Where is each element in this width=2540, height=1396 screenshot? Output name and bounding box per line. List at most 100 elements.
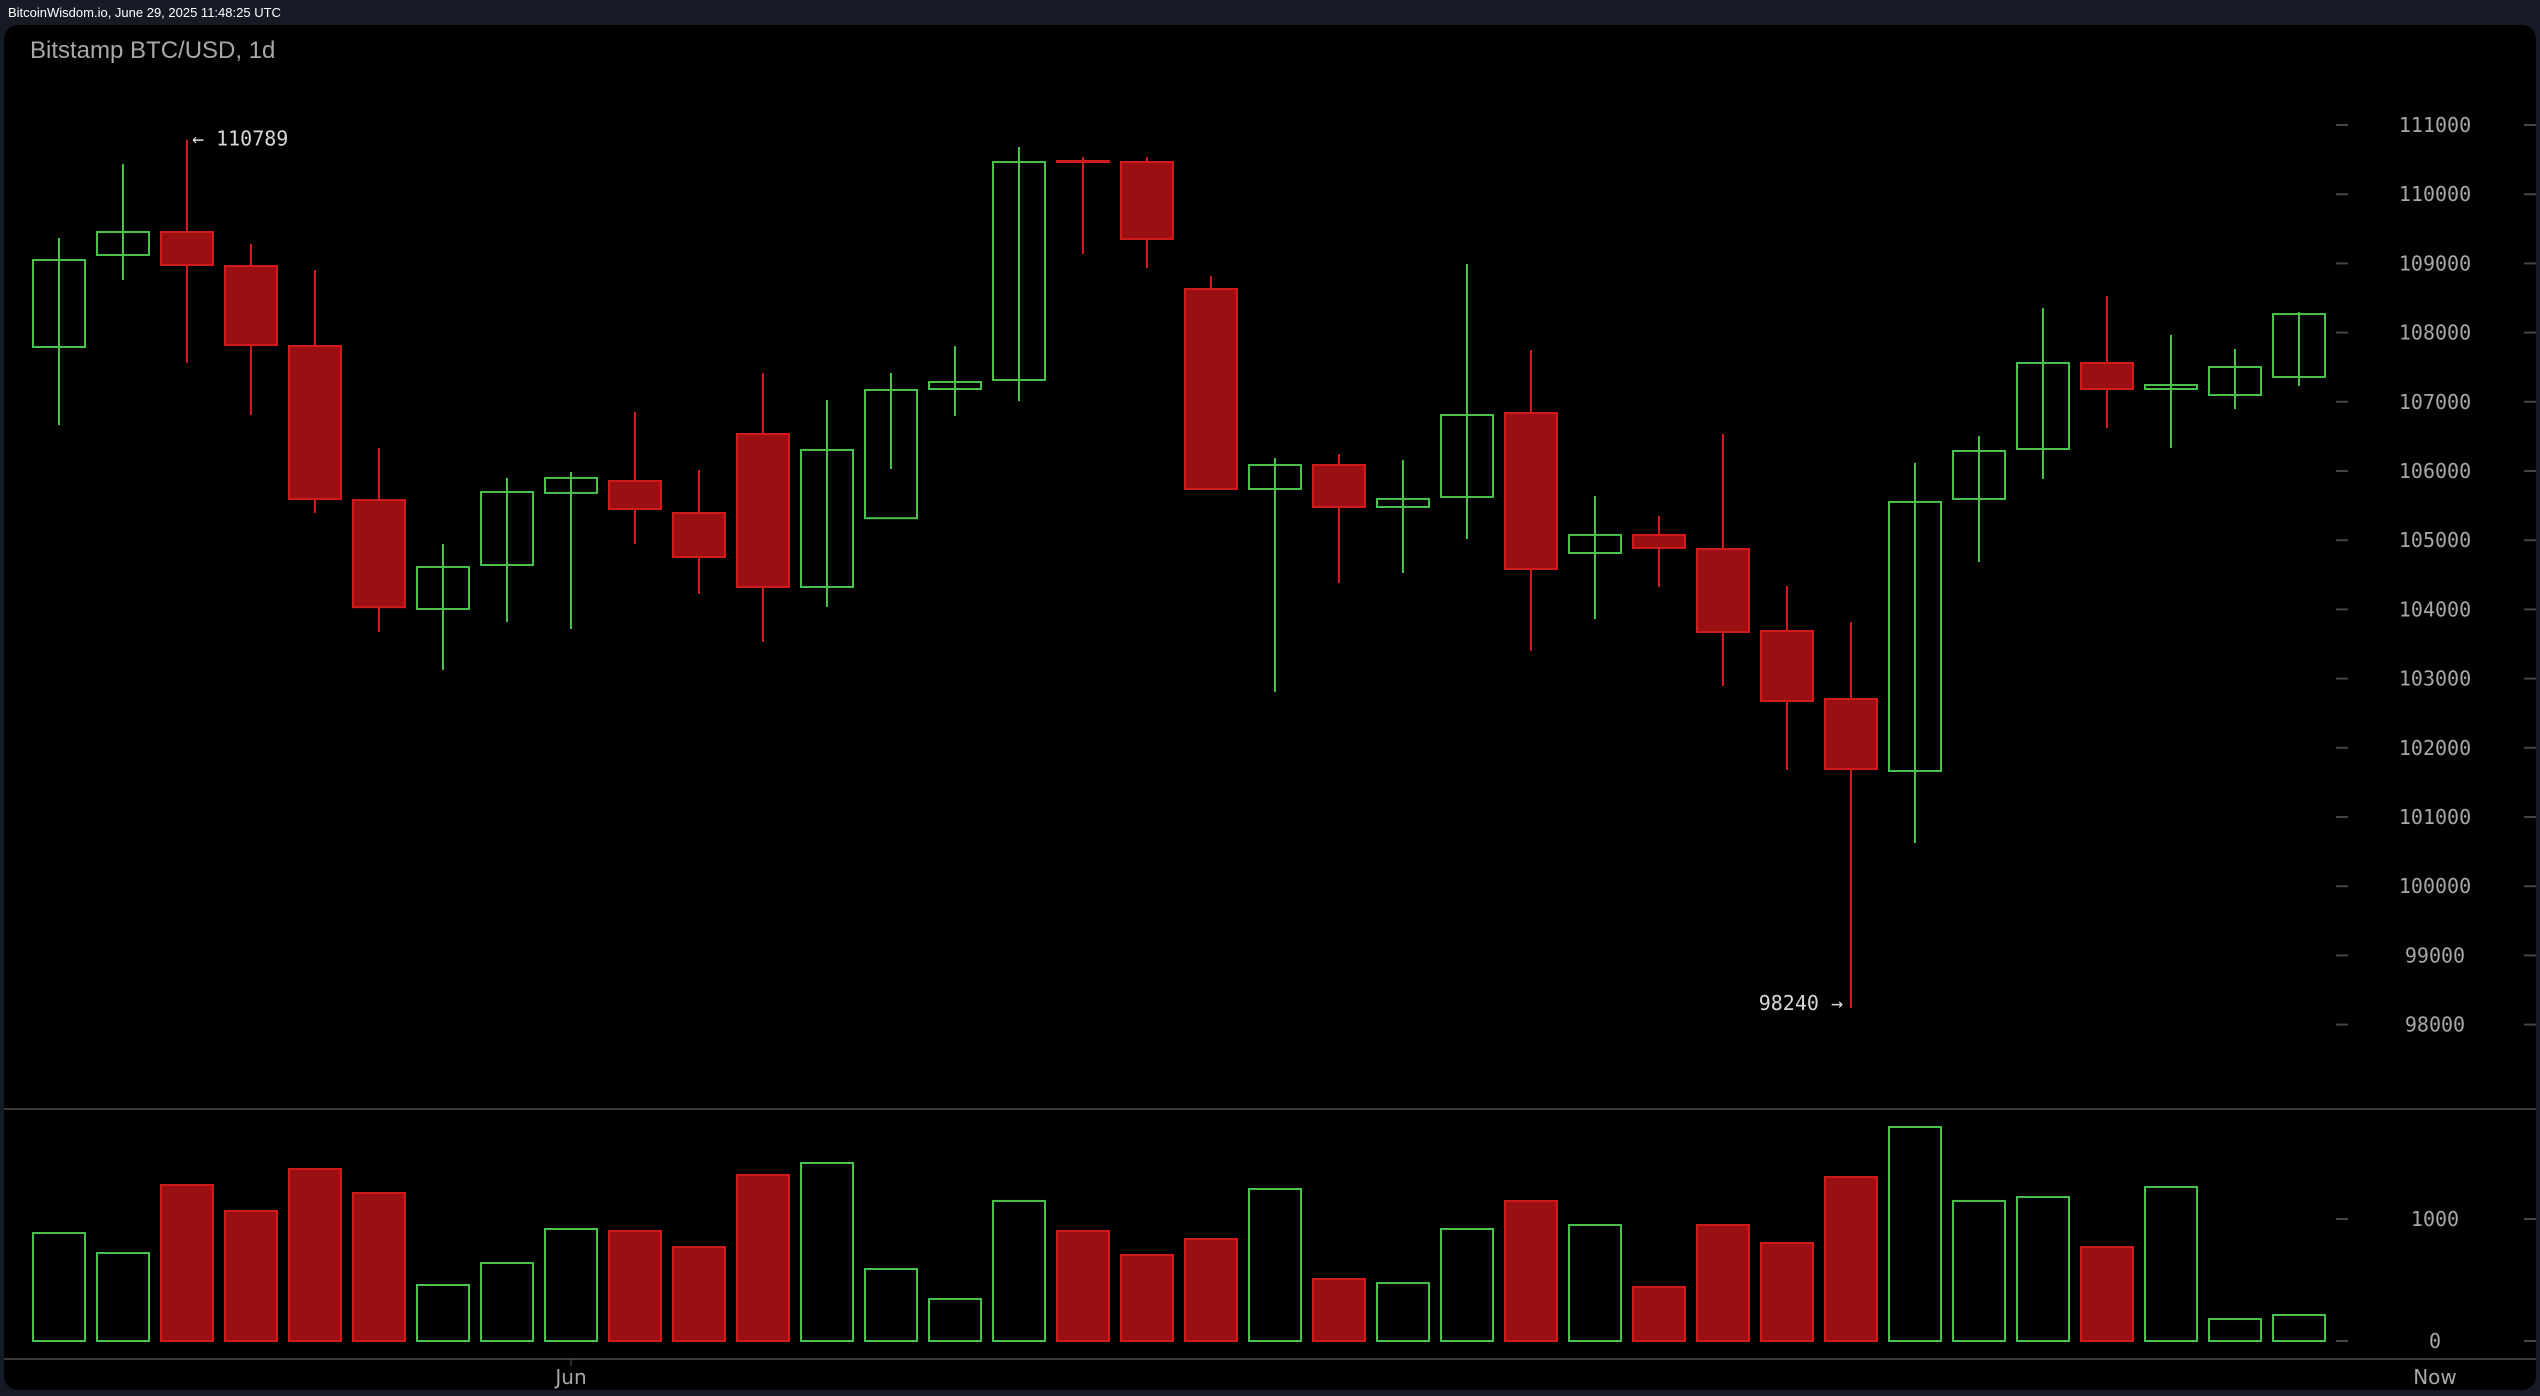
price-tick-label: 109000 <box>2399 251 2471 275</box>
candle-down[interactable] <box>352 447 406 633</box>
volume-bar-down[interactable] <box>736 1173 790 1343</box>
volume-bar-up[interactable] <box>1568 1223 1622 1343</box>
volume-bar-up[interactable] <box>2016 1196 2070 1343</box>
candle-up[interactable] <box>992 147 1046 401</box>
candle-up[interactable] <box>416 543 470 671</box>
volume-bar-down[interactable] <box>1120 1253 1174 1342</box>
candle-down[interactable] <box>1312 453 1366 583</box>
volume-bar-down[interactable] <box>1696 1223 1750 1343</box>
candle-down[interactable] <box>1824 622 1878 1008</box>
volume-bar-up[interactable] <box>1952 1199 2006 1342</box>
candle-body <box>1760 629 1814 703</box>
volume-bar-down[interactable] <box>1504 1199 1558 1342</box>
candle-down[interactable] <box>1184 276 1238 490</box>
candle-body <box>864 388 918 520</box>
volume-bar-up[interactable] <box>32 1232 86 1343</box>
volume-bar-down[interactable] <box>1184 1238 1238 1343</box>
volume-bar-up[interactable] <box>2144 1186 2198 1343</box>
volume-bar-down[interactable] <box>160 1183 214 1343</box>
volume-bar-down[interactable] <box>288 1167 342 1342</box>
volume-bar-down[interactable] <box>608 1229 662 1343</box>
candle-down[interactable] <box>160 139 214 363</box>
candle-down[interactable] <box>1120 156 1174 268</box>
volume-bar-up[interactable] <box>1248 1187 1302 1343</box>
candle-up[interactable] <box>2144 335 2198 448</box>
volume-tick-label: 1000 <box>2411 1207 2459 1231</box>
volume-bar-up[interactable] <box>864 1268 918 1343</box>
candle-body <box>1120 161 1174 240</box>
volume-bar-down[interactable] <box>1760 1242 1814 1343</box>
candle-down[interactable] <box>288 269 342 514</box>
volume-bar-down[interactable] <box>1312 1278 1366 1343</box>
chart-panel: 111000 110000 109000 108000 107000 106000 1050… <box>4 25 2536 1390</box>
price-tick-label: 111000 <box>2399 113 2471 137</box>
price-tick-label: 104000 <box>2399 597 2471 621</box>
candle-up[interactable] <box>1568 496 1622 620</box>
candle-up[interactable] <box>96 164 150 281</box>
volume-bar-down[interactable] <box>672 1246 726 1343</box>
candle-body <box>800 448 854 588</box>
high-annotation: ← 110789 <box>192 127 288 151</box>
candle-body <box>96 230 150 257</box>
candle-body <box>1504 412 1558 570</box>
volume-bar-up[interactable] <box>1888 1126 1942 1342</box>
volume-bar-down[interactable] <box>1632 1285 1686 1342</box>
candle-body <box>928 381 982 390</box>
candle-up[interactable] <box>1248 457 1302 693</box>
candle-down[interactable] <box>1696 433 1750 687</box>
candle-down[interactable] <box>224 244 278 416</box>
candle-body <box>608 479 662 510</box>
volume-bar-up[interactable] <box>96 1252 150 1342</box>
candle-body <box>160 230 214 266</box>
candle-body <box>1568 533 1622 555</box>
price-tick-label: 107000 <box>2399 390 2471 414</box>
candle-body <box>736 432 790 588</box>
candle-down[interactable] <box>672 469 726 594</box>
candle-up[interactable] <box>928 346 982 416</box>
volume-bar-up[interactable] <box>928 1298 982 1342</box>
candle-down[interactable] <box>1632 515 1686 587</box>
candle-up[interactable] <box>1952 435 2006 562</box>
volume-bar-down[interactable] <box>1056 1229 1110 1343</box>
candle-up[interactable] <box>2272 312 2326 387</box>
volume-bar-up[interactable] <box>2272 1314 2326 1343</box>
candle-up[interactable] <box>2016 308 2070 479</box>
candle-body <box>1056 159 1110 163</box>
candle-down[interactable] <box>736 373 790 642</box>
candle-body <box>1184 288 1238 490</box>
candle-up[interactable] <box>544 471 598 629</box>
volume-bar-down[interactable] <box>2080 1246 2134 1343</box>
volume-bar-up[interactable] <box>800 1162 854 1342</box>
candle-up[interactable] <box>1440 264 1494 539</box>
candle-body <box>2144 383 2198 390</box>
volume-bar-up[interactable] <box>416 1284 470 1342</box>
candle-down[interactable] <box>1760 586 1814 770</box>
volume-bar-down[interactable] <box>1824 1176 1878 1342</box>
candle-up[interactable] <box>864 373 918 520</box>
candle-body <box>1888 500 1942 772</box>
candle-down[interactable] <box>1504 350 1558 651</box>
candle-down[interactable] <box>1056 156 1110 254</box>
candle-body <box>1824 698 1878 771</box>
candle-down[interactable] <box>2080 295 2134 428</box>
candle-up[interactable] <box>2208 349 2262 409</box>
candle-up[interactable] <box>1888 462 1942 843</box>
volume-bar-up[interactable] <box>480 1262 534 1342</box>
volume-bar-up[interactable] <box>992 1199 1046 1342</box>
price-tick-label: 103000 <box>2399 667 2471 691</box>
candle-down[interactable] <box>608 411 662 544</box>
candle-up[interactable] <box>480 477 534 623</box>
price-tick-label: 108000 <box>2399 321 2471 345</box>
volume-bar-down[interactable] <box>224 1209 278 1342</box>
volume-bar-up[interactable] <box>1376 1282 1430 1343</box>
volume-bar-up[interactable] <box>2208 1318 2262 1343</box>
volume-bar-down[interactable] <box>352 1192 406 1343</box>
candle-up[interactable] <box>800 400 854 607</box>
candlestick-chart[interactable]: 111000 110000 109000 108000 107000 106000 1050… <box>4 25 2536 1390</box>
candle-body <box>1632 533 1686 549</box>
candle-up[interactable] <box>1376 459 1430 573</box>
candle-body <box>32 259 86 348</box>
volume-bar-up[interactable] <box>1440 1228 1494 1343</box>
volume-bar-up[interactable] <box>544 1228 598 1343</box>
candle-up[interactable] <box>32 238 86 425</box>
